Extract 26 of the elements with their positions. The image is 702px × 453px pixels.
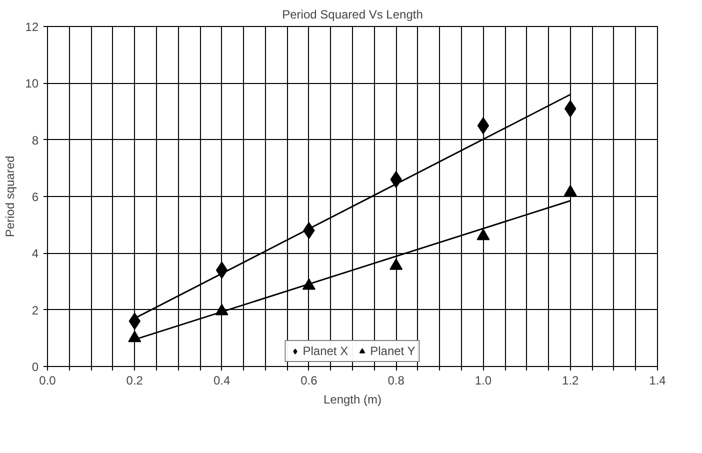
legend-label: Planet X [302, 344, 348, 358]
point [564, 184, 577, 196]
y-tick-label: 8 [32, 133, 39, 148]
y-tick-label: 12 [25, 20, 39, 34]
x-tick-label: 0.6 [300, 374, 318, 388]
point [390, 258, 403, 270]
y-tick-label: 2 [32, 303, 39, 318]
point [128, 330, 142, 342]
chart-title: Period Squared Vs Length [282, 8, 423, 22]
y-tick-label: 6 [32, 190, 39, 204]
y-axis-title: Period squared [3, 156, 18, 238]
x-tick-label: 0.2 [126, 374, 144, 388]
x-tick-label: 1.4 [649, 374, 666, 388]
x-tick-label: 0.4 [213, 374, 230, 388]
point [390, 171, 402, 188]
legend-label: Planet Y [370, 344, 416, 358]
x-axis-title: Length (m) [323, 392, 382, 406]
x-tick-label: 1.2 [562, 374, 580, 388]
y-tick-label: 4 [32, 246, 39, 261]
x-tick-label: 0.0 [39, 374, 56, 388]
point [477, 117, 490, 134]
x-tick-label: 0.8 [388, 374, 405, 388]
point [476, 228, 490, 240]
y-tick-label: 10 [25, 76, 39, 91]
y-tick-label: 0 [32, 360, 39, 374]
x-tick-label: 1.0 [474, 374, 492, 388]
